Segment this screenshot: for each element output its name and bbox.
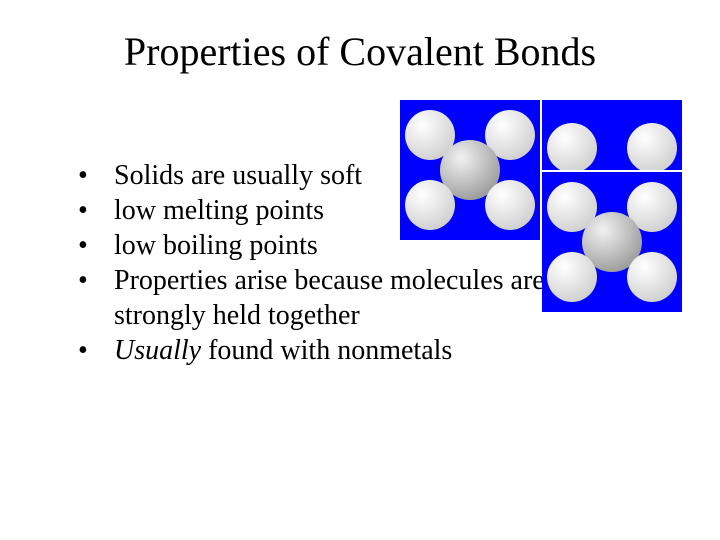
- bullet-item: Usually found with nonmetals: [78, 333, 658, 368]
- molecule-diagram-c: [542, 172, 682, 312]
- outer-atom-icon: [485, 180, 535, 230]
- molecule-diagram-b: [542, 100, 682, 170]
- outer-atom-icon: [627, 123, 677, 170]
- slide-title: Properties of Covalent Bonds: [0, 28, 720, 75]
- outer-atom-icon: [547, 252, 597, 302]
- outer-atom-icon: [627, 252, 677, 302]
- italic-word: Usually: [114, 335, 201, 366]
- molecule-diagram-a: [400, 100, 540, 240]
- outer-atom-icon: [405, 180, 455, 230]
- outer-atom-icon: [547, 123, 597, 170]
- bullet-rest: found with nonmetals: [201, 335, 452, 366]
